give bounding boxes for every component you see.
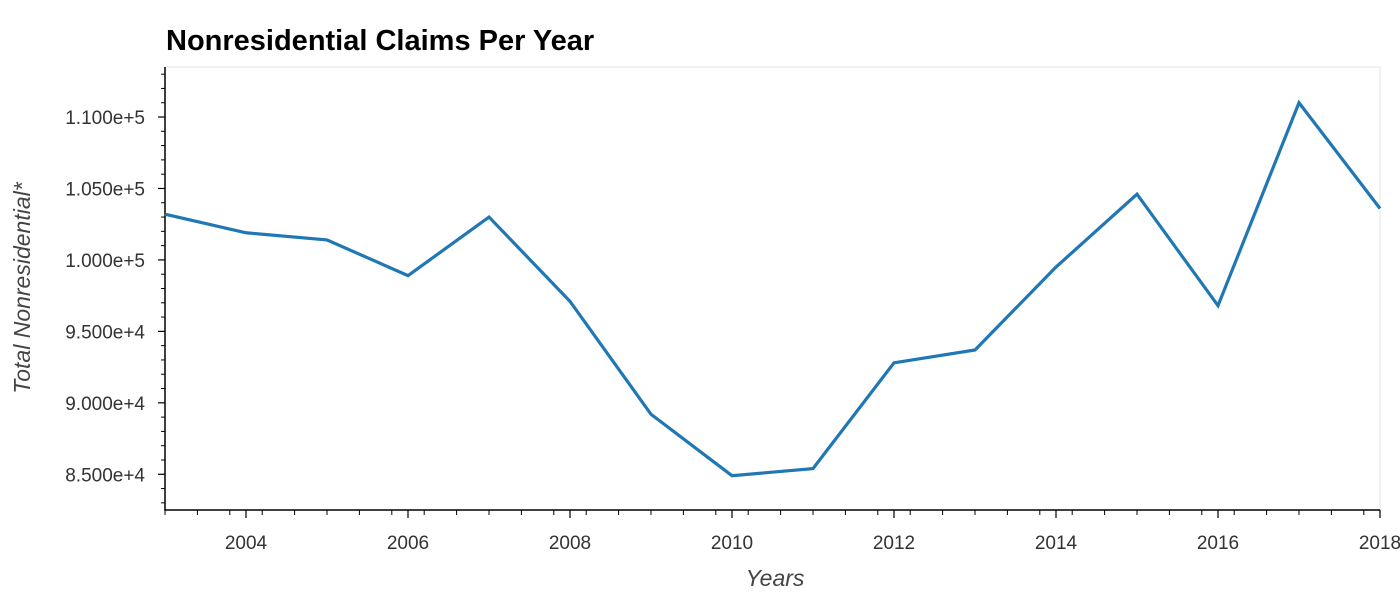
series-layer: [164, 99, 1382, 478]
x-axis-title: Years: [746, 565, 805, 591]
x-tick-label: 2010: [711, 533, 753, 554]
series-line: [164, 99, 1382, 478]
x-tick-label: 2016: [1197, 533, 1239, 554]
x-tick-label: 2008: [549, 533, 591, 554]
y-tick-label: 9.500e+4: [65, 322, 145, 343]
chart-title: Nonresidential Claims Per Year: [166, 25, 594, 57]
x-axis: 2004 2006 2008 2010 2012 2014 2016 2018: [164, 509, 1400, 554]
y-tick-label: 9.000e+4: [65, 394, 145, 415]
y-tick-label: 1.000e+5: [65, 251, 145, 272]
x-tick-label: 2014: [1035, 533, 1078, 554]
x-tick-label: 2012: [873, 533, 915, 554]
y-axis-title: Total Nonresidential*: [9, 181, 35, 393]
x-tick-label: 2004: [225, 533, 268, 554]
x-tick-label: 2018: [1359, 533, 1400, 554]
y-tick-label: 1.100e+5: [65, 108, 145, 129]
x-tick-label: 2006: [387, 533, 429, 554]
y-axis: 8.500e+4 9.000e+4 9.500e+4 1.000e+5 1.050e+5…: [65, 67, 166, 511]
plot-frame: [164, 66, 1381, 511]
y-tick-label: 1.050e+5: [65, 179, 145, 200]
y-tick-label: 8.500e+4: [65, 465, 145, 486]
